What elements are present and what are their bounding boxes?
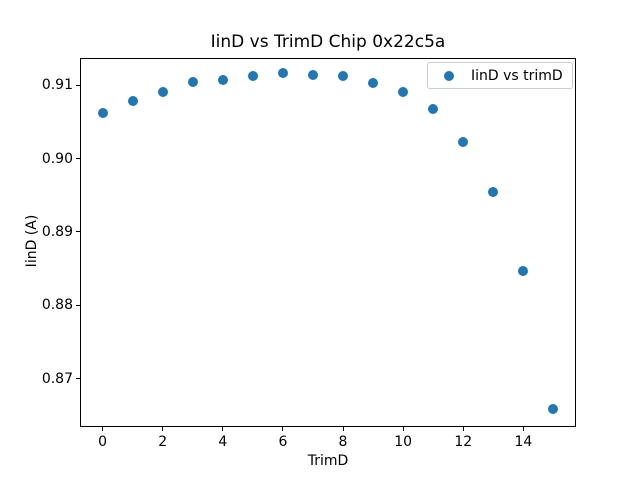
data-point xyxy=(277,68,288,79)
x-tick-label: 2 xyxy=(158,434,168,450)
data-point xyxy=(428,104,439,115)
x-tick-mark xyxy=(102,427,104,431)
data-point xyxy=(548,404,559,415)
data-point xyxy=(97,108,108,119)
x-tick-mark xyxy=(222,427,224,431)
x-tick-label: 6 xyxy=(278,434,288,450)
x-tick-label: 0 xyxy=(98,434,107,450)
chart-title: IinD vs TrimD Chip 0x22c5a xyxy=(210,32,446,52)
scatter-marker-icon xyxy=(444,70,454,81)
data-point xyxy=(157,86,168,97)
x-tick-label: 10 xyxy=(394,434,413,450)
data-point xyxy=(518,266,529,277)
data-point xyxy=(398,87,409,98)
data-point xyxy=(488,186,499,197)
y-tick-label: 0.88 xyxy=(41,297,73,314)
data-point xyxy=(127,95,138,106)
y-tick-mark xyxy=(76,378,80,380)
y-tick-mark xyxy=(76,231,80,233)
x-tick-label: 14 xyxy=(514,434,533,450)
data-point xyxy=(187,77,198,88)
x-tick-mark xyxy=(282,427,284,431)
y-tick-label: 0.91 xyxy=(41,77,73,94)
legend: IinD vs trimD xyxy=(427,62,573,89)
y-tick-label: 0.87 xyxy=(41,370,73,387)
data-point xyxy=(458,137,469,148)
plot-area xyxy=(80,58,576,427)
data-point xyxy=(307,69,318,80)
x-tick-mark xyxy=(342,427,344,431)
y-tick-mark xyxy=(76,84,80,86)
data-point xyxy=(338,71,349,82)
data-point xyxy=(217,75,228,85)
x-tick-label: 8 xyxy=(338,434,348,450)
x-tick-label: 4 xyxy=(218,434,228,450)
x-tick-label: 12 xyxy=(454,434,473,450)
data-point xyxy=(247,71,258,82)
x-tick-mark xyxy=(162,427,164,431)
x-tick-mark xyxy=(522,427,524,431)
x-axis-label: TrimD xyxy=(307,453,349,469)
y-tick-label: 0.89 xyxy=(41,223,73,240)
y-tick-mark xyxy=(76,304,80,306)
y-axis-label: IinD (A) xyxy=(24,214,40,268)
y-tick-mark xyxy=(76,158,80,159)
data-point xyxy=(368,77,379,88)
legend-label: IinD vs trimD xyxy=(471,67,563,84)
x-tick-mark xyxy=(402,427,404,431)
y-tick-label: 0.90 xyxy=(41,150,73,167)
x-tick-mark xyxy=(462,427,464,431)
